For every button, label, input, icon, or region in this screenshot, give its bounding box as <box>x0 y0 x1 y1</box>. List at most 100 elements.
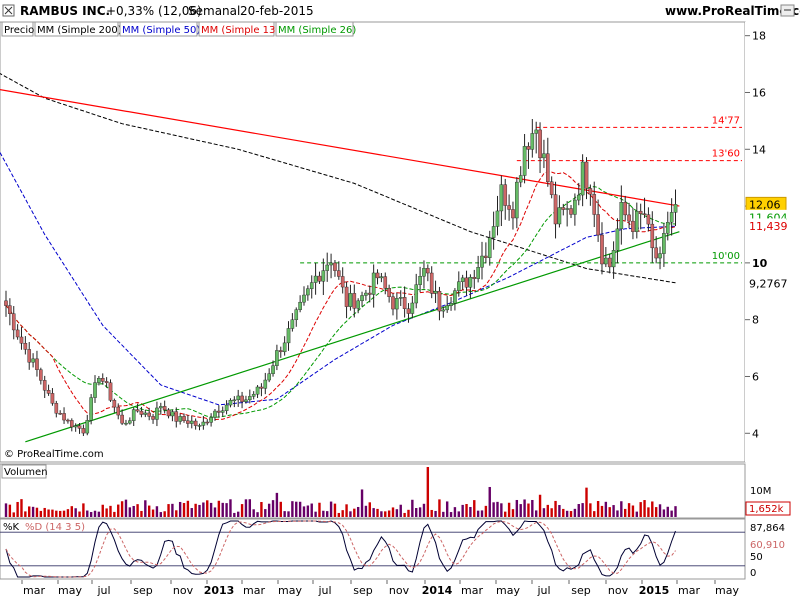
candle-body <box>611 250 616 268</box>
candle-body <box>642 213 647 215</box>
candle-body <box>491 226 496 238</box>
candle-body <box>116 406 121 416</box>
date-axis: mar may jul sep nov 2013 mar may jul sep nov 2014 ma… <box>21 580 739 597</box>
volume-bar <box>577 504 580 517</box>
minimize-icon[interactable] <box>780 4 795 17</box>
volume-bar <box>233 512 236 517</box>
candle-body <box>50 393 55 404</box>
volume-bar <box>353 508 356 517</box>
candle-body <box>174 411 179 422</box>
volume-bar <box>534 510 538 517</box>
header-bar <box>0 0 800 22</box>
volume-bar <box>260 501 263 517</box>
price-tick-label: 18 <box>752 30 766 43</box>
volume-bar <box>480 510 484 517</box>
candle-body <box>375 272 380 279</box>
candle-body <box>546 153 550 182</box>
volume-bar <box>368 502 371 517</box>
candle-body <box>93 382 97 398</box>
copyright-label: © ProRealTime.com <box>4 449 104 460</box>
candle-body <box>228 400 233 406</box>
candle-body <box>58 413 62 415</box>
date-label: 2013 <box>204 584 235 597</box>
volume-bar <box>593 511 596 517</box>
volume-bar <box>167 504 170 517</box>
volume-bar <box>256 512 259 517</box>
volume-bar <box>411 499 414 517</box>
volume-bar <box>47 509 50 517</box>
candle-body <box>162 406 167 411</box>
volume-bar <box>337 512 341 517</box>
stoch-d-label: %D (14 3 5) <box>25 522 85 533</box>
volume-bar <box>496 501 499 517</box>
volume-bar <box>120 501 124 517</box>
volume-bar <box>264 509 267 517</box>
ma13-line <box>5 170 676 421</box>
volume-bar <box>155 506 159 517</box>
candle-body <box>367 292 372 295</box>
volume-bar <box>654 507 658 517</box>
volume-bar <box>124 499 128 517</box>
date-label: jul <box>317 584 331 597</box>
date-label: mar <box>461 584 483 597</box>
volume-bar <box>604 501 608 517</box>
candle-body <box>66 419 70 422</box>
date-label: 2014 <box>422 584 453 597</box>
candle-body <box>356 300 360 309</box>
candle-body <box>23 343 28 350</box>
candle-body <box>325 264 330 271</box>
volume-bar <box>550 508 553 517</box>
volume-bar <box>620 501 623 517</box>
price-tag-ma200: 9,2767 <box>749 277 788 290</box>
volume-bar <box>275 492 279 517</box>
candle-body <box>445 305 449 311</box>
volume-bar <box>608 507 611 517</box>
volume-bar <box>82 503 85 517</box>
candle-body <box>561 207 566 210</box>
candle-body <box>495 210 500 227</box>
volume-bar <box>101 504 104 517</box>
candle-body <box>178 416 182 422</box>
volume-bar <box>333 503 337 517</box>
volume-bar <box>291 501 294 517</box>
candle-body <box>360 295 364 302</box>
candle-body <box>166 409 171 417</box>
candle-body <box>294 309 299 321</box>
candle-body <box>348 293 353 307</box>
candle-body <box>619 202 624 230</box>
volume-bar <box>457 511 460 517</box>
close-icon[interactable] <box>2 4 15 17</box>
candle-body <box>406 308 411 314</box>
volume-bar <box>616 510 619 517</box>
volume-bar <box>422 503 426 517</box>
price-content: 14'77 13'60 10'00 <box>0 72 742 443</box>
period-label: Semanal <box>188 4 240 18</box>
candle-body <box>515 181 519 219</box>
volume-bar <box>558 505 561 517</box>
volume-bar <box>442 511 445 517</box>
volume-bar <box>612 505 615 517</box>
candle-body <box>472 276 477 279</box>
price-tag-box <box>745 218 787 234</box>
volume-bar <box>314 511 317 517</box>
candle-body <box>240 395 244 402</box>
volume-bar <box>585 487 588 517</box>
stoch-d-line <box>5 520 676 578</box>
candle-body <box>39 369 43 381</box>
candle-body <box>410 302 415 314</box>
candle-body <box>507 205 511 210</box>
volume-bar <box>658 504 662 517</box>
volume-bar <box>20 499 23 517</box>
volume-bar <box>62 510 66 517</box>
legend-ma200: MM (Simple 200) <box>37 25 122 36</box>
volume-bar <box>445 501 449 517</box>
volume-bar <box>78 511 81 517</box>
volume-bar <box>252 509 255 517</box>
stochastic-panel <box>0 518 746 580</box>
candle-body <box>46 390 51 394</box>
volume-bar <box>144 500 147 517</box>
volume-bar <box>326 511 329 517</box>
candle-body <box>553 194 558 225</box>
volume-bar <box>240 504 244 517</box>
